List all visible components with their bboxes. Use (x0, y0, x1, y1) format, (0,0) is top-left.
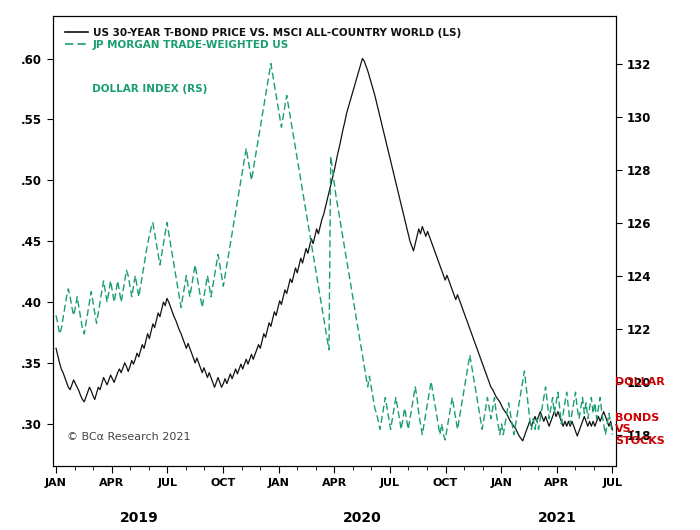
Text: 2019: 2019 (120, 511, 159, 525)
Text: 2020: 2020 (343, 511, 382, 525)
Text: © BCα Research 2021: © BCα Research 2021 (66, 431, 190, 441)
Text: DOLLAR: DOLLAR (615, 377, 665, 386)
Text: DOLLAR INDEX (RS): DOLLAR INDEX (RS) (74, 84, 207, 94)
Text: BONDS
VS.
STOCKS: BONDS VS. STOCKS (615, 413, 665, 446)
Legend: US 30-YEAR T-BOND PRICE VS. MSCI ALL-COUNTRY WORLD (LS), JP MORGAN TRADE-WEIGHTE: US 30-YEAR T-BOND PRICE VS. MSCI ALL-COU… (60, 23, 466, 54)
Text: 2021: 2021 (538, 511, 576, 525)
